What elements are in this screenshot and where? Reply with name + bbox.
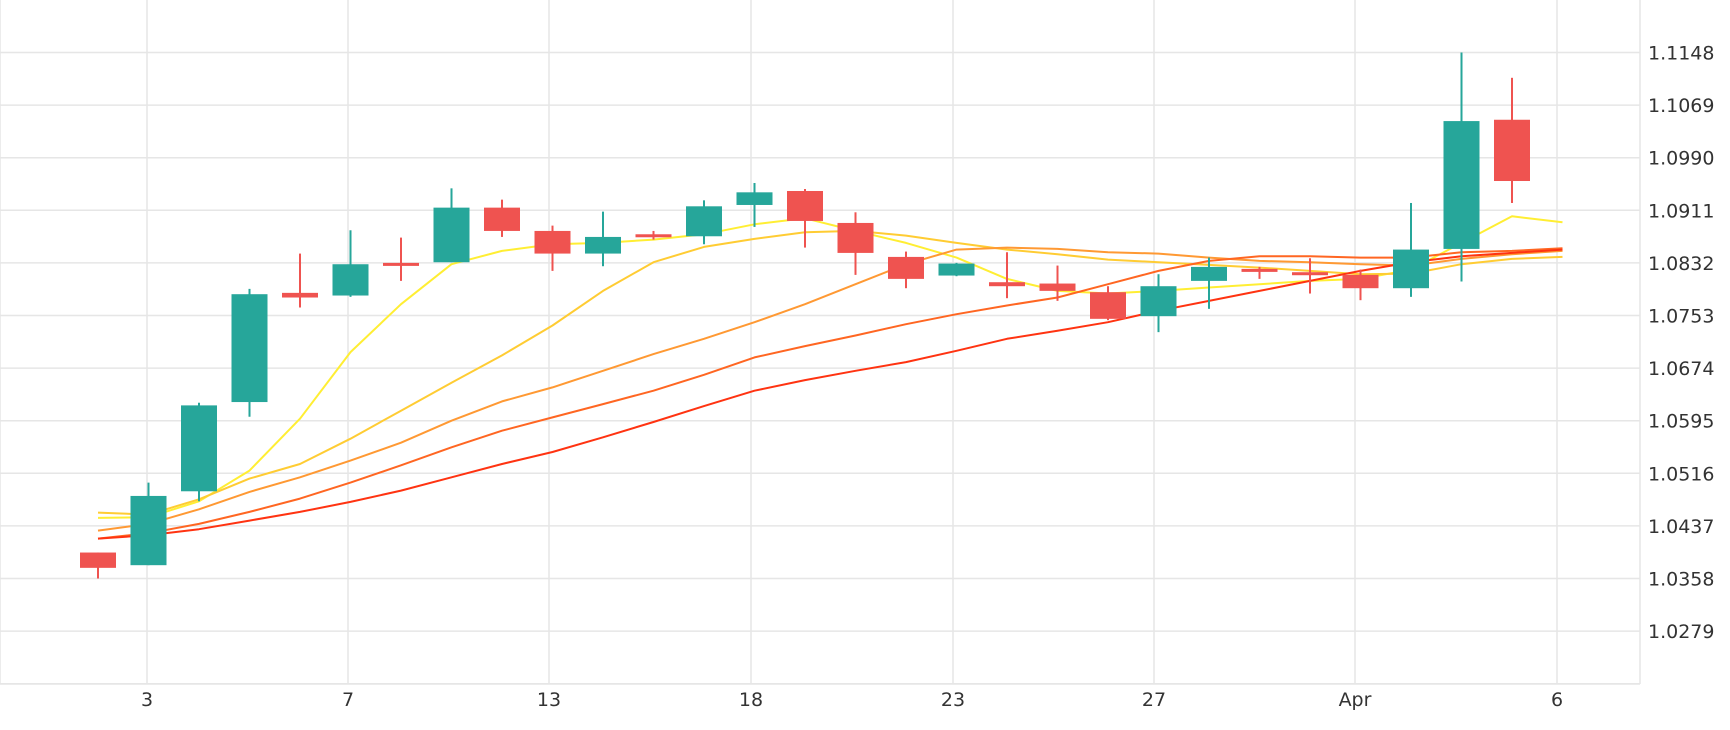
candle-body (1393, 249, 1429, 289)
candle (433, 188, 470, 263)
candle (534, 225, 571, 271)
y-axis-ticks: 1.1148 1.1069 1.0990 1.0911 1.0832 1.0753 1.06… (1648, 43, 1714, 644)
candle (1090, 286, 1126, 321)
candle-body (1140, 286, 1177, 317)
candles (80, 52, 1530, 579)
candle-body (282, 292, 318, 298)
candle (484, 199, 520, 237)
candle-body (484, 207, 520, 231)
candle-body (837, 222, 874, 253)
candle-body (938, 263, 975, 276)
candle-body (635, 234, 672, 238)
candle-body (80, 552, 116, 568)
y-tick-label: 1.0516 (1648, 463, 1714, 485)
y-tick-label: 1.0674 (1648, 358, 1714, 380)
candle-body (1039, 283, 1076, 291)
candle (989, 252, 1025, 299)
y-tick-label: 1.0753 (1648, 306, 1714, 328)
candle-body (989, 282, 1025, 287)
candle (383, 237, 419, 281)
y-tick-label: 1.0595 (1648, 411, 1714, 433)
x-axis-ticks: 3 7 13 18 23 27 Apr 6 (141, 689, 1563, 711)
candle (1342, 269, 1379, 301)
candle (1393, 202, 1429, 297)
y-tick-label: 1.0832 (1648, 253, 1714, 275)
candle-body (1292, 272, 1328, 276)
candle (332, 230, 369, 297)
y-tick-label: 1.0358 (1648, 569, 1714, 591)
moving-average-line (97, 248, 1563, 540)
candle-body (1090, 292, 1126, 319)
y-tick-label: 1.0437 (1648, 516, 1714, 538)
x-tick-label: 27 (1142, 689, 1166, 711)
candle (1292, 258, 1328, 294)
y-tick-label: 1.0911 (1648, 200, 1714, 222)
candle-body (1342, 274, 1379, 289)
candle (888, 251, 924, 289)
candle-body (1241, 268, 1278, 272)
candle-body (1494, 119, 1530, 182)
y-tick-label: 1.0279 (1648, 621, 1714, 643)
candle-body (686, 206, 722, 237)
candle (686, 200, 722, 245)
candle (1191, 257, 1227, 309)
candle (231, 288, 268, 417)
x-tick-label: 7 (342, 689, 354, 711)
candle-body (433, 207, 470, 263)
candle-body (534, 230, 571, 254)
candle-body (130, 495, 167, 566)
candle (736, 183, 773, 227)
candle (938, 262, 975, 277)
x-tick-label: 23 (941, 689, 965, 711)
candle-body (1191, 266, 1227, 281)
candle-body (383, 262, 419, 266)
candle (282, 253, 318, 308)
moving-average-line (97, 215, 1563, 519)
candle (80, 552, 116, 579)
candle-body (1443, 121, 1480, 249)
x-tick-label: 13 (537, 689, 561, 711)
candle (1140, 274, 1177, 333)
y-tick-label: 1.1069 (1648, 95, 1714, 117)
candle (1039, 265, 1076, 301)
candle (787, 188, 823, 248)
x-tick-label: 6 (1551, 689, 1563, 711)
moving-average-line (97, 247, 1563, 540)
candle-body (231, 294, 268, 403)
candle (635, 230, 672, 240)
candle (181, 402, 217, 502)
candle (837, 212, 874, 275)
moving-average-line (97, 246, 1563, 532)
moving-average-lines (97, 215, 1563, 540)
candle-body (332, 264, 369, 296)
x-tick-label: 18 (739, 689, 763, 711)
candle (130, 482, 167, 566)
moving-average-line (97, 229, 1563, 516)
candle (1443, 52, 1480, 282)
candle-body (787, 190, 823, 221)
candle (585, 211, 621, 267)
x-tick-label: Apr (1339, 689, 1372, 711)
candle-body (181, 405, 217, 492)
candle-body (736, 192, 773, 205)
candle (1494, 77, 1530, 203)
candle-body (888, 256, 924, 279)
x-tick-label: 3 (141, 689, 153, 711)
y-tick-label: 1.1148 (1648, 43, 1714, 65)
candle-body (585, 236, 621, 254)
candle (1241, 266, 1278, 279)
y-tick-label: 1.0990 (1648, 148, 1714, 170)
